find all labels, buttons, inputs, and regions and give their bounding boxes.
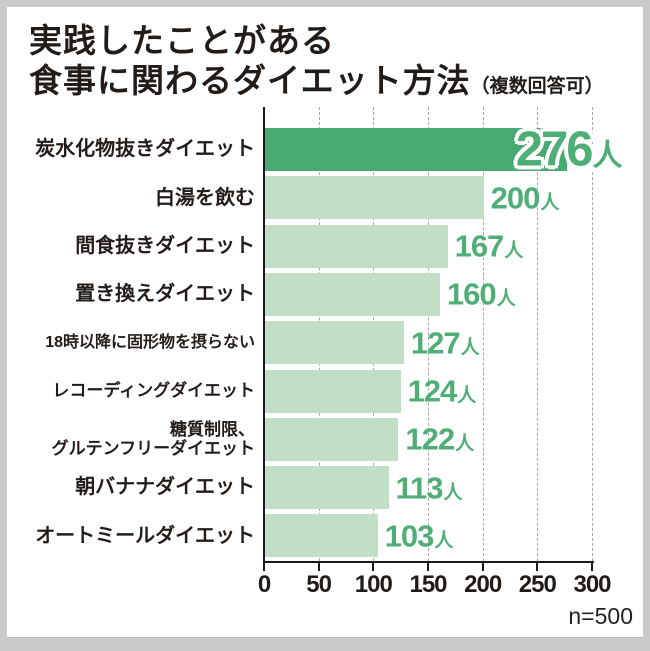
x-tick-300 (591, 563, 593, 571)
sample-size-note: n=500 (568, 603, 633, 629)
value-unit-8: 人 (434, 530, 453, 552)
x-tick-100 (372, 563, 375, 571)
chart-title: 実践したことがある 食事に関わるダイエット方法（複数回答可） (29, 21, 604, 107)
value-number-7: 113 (395, 470, 444, 506)
value-label-8: 103人 (384, 518, 454, 554)
value-label-1: 200人 (490, 180, 560, 216)
bar-row-7: 朝バナナダイエット 113人 (7, 466, 643, 510)
title-line-2: 食事に関わるダイエット方法（複数回答可） (29, 61, 604, 107)
bar-2 (265, 224, 448, 268)
gridline-300 (592, 107, 593, 561)
value-unit-7: 人 (443, 482, 463, 504)
category-label-5: レコーディングダイエット (52, 381, 255, 401)
x-tick-250 (536, 563, 539, 571)
bar-5 (265, 369, 401, 413)
x-axis-line (263, 561, 594, 563)
value-unit-1: 人 (540, 192, 559, 214)
value-label-0: 276人 (515, 122, 623, 176)
panel: 実践したことがある 食事に関わるダイエット方法（複数回答可） 0 50 100 150… (7, 7, 643, 638)
bar-row-4: 18時以降に固形物を摂らない 127人 (7, 321, 643, 365)
x-tick-50 (317, 563, 320, 571)
value-label-5: 124人 (407, 373, 477, 409)
x-tick-label-300: 300 (573, 571, 611, 598)
bar-row-8: オートミールダイエット 103人 (7, 514, 643, 558)
value-number-2: 167 (454, 228, 505, 264)
bar-row-5: レコーディングダイエット 124人 (7, 369, 643, 413)
category-label-6: 糖質制限、 グルテンフリーダイエット (51, 420, 255, 459)
category-label-3: 置き換えダイエット (75, 283, 255, 306)
value-unit-2: 人 (504, 240, 523, 262)
x-tick-label-250: 250 (518, 571, 557, 598)
value-unit-0: 人 (592, 139, 623, 172)
x-tick-label-100: 100 (354, 571, 393, 598)
y-axis-line (263, 107, 265, 563)
bar-row-6: 糖質制限、 グルテンフリーダイエット 122人 (7, 417, 643, 461)
bar-row-1: 白湯を飲む 200人 (7, 176, 643, 220)
x-tick-label-150: 150 (409, 571, 447, 598)
x-tick-150 (427, 563, 429, 571)
value-number-1: 200 (490, 180, 541, 216)
category-label-8: オートミールダイエット (35, 524, 255, 547)
value-label-7: 113人 (395, 470, 463, 506)
value-label-4: 127人 (410, 325, 480, 361)
category-label-0: 炭水化物抜きダイエット (35, 138, 255, 161)
value-number-6: 122 (405, 421, 455, 457)
bar-7 (265, 466, 389, 510)
title-line-1: 実践したことがある (29, 22, 335, 59)
gridline-150 (428, 107, 429, 561)
bar-1 (265, 176, 484, 220)
bar-chart: 0 50 100 150 200 250 300 炭水化物抜きダイエット 276人 白湯を飲む 2… (7, 7, 643, 638)
value-number-0: 276 (515, 122, 594, 176)
x-tick-label-0: 0 (257, 571, 271, 598)
value-label-6: 122人 (405, 421, 474, 457)
category-label-1: 白湯を飲む (155, 186, 255, 209)
category-label-2: 間食抜きダイエット (75, 234, 255, 257)
bar-row-0: 炭水化物抜きダイエット 276人 (7, 122, 643, 176)
value-unit-5: 人 (457, 385, 476, 407)
bar-8 (265, 514, 378, 558)
value-unit-4: 人 (460, 337, 480, 359)
bar-0 (265, 128, 567, 171)
value-unit-6: 人 (455, 433, 474, 455)
category-label-4: 18時以降に固形物を摂らない (45, 333, 255, 351)
value-number-4: 127 (410, 325, 461, 361)
bar-row-2: 間食抜きダイエット 167人 (7, 224, 643, 268)
value-label-2: 167人 (454, 228, 524, 264)
title-caption: （複数回答可） (470, 76, 604, 97)
bar-6 (265, 417, 399, 461)
gridline-200 (482, 107, 484, 561)
value-unit-3: 人 (496, 288, 516, 310)
value-label-3: 160人 (446, 276, 516, 312)
value-number-3: 160 (446, 276, 497, 312)
bar-row-3: 置き換えダイエット 160人 (7, 272, 643, 316)
bar-4 (265, 321, 404, 365)
x-tick-0 (263, 563, 265, 571)
value-number-8: 103 (384, 518, 435, 554)
bar-3 (265, 272, 440, 316)
x-tick-label-50: 50 (306, 571, 332, 598)
x-tick-200 (481, 563, 484, 571)
gridline-250 (537, 107, 539, 561)
title-line-2-text: 食事に関わるダイエット方法 (29, 62, 471, 99)
x-tick-label-200: 200 (464, 571, 502, 598)
value-number-5: 124 (407, 373, 458, 409)
category-label-7: 朝バナナダイエット (75, 476, 255, 499)
